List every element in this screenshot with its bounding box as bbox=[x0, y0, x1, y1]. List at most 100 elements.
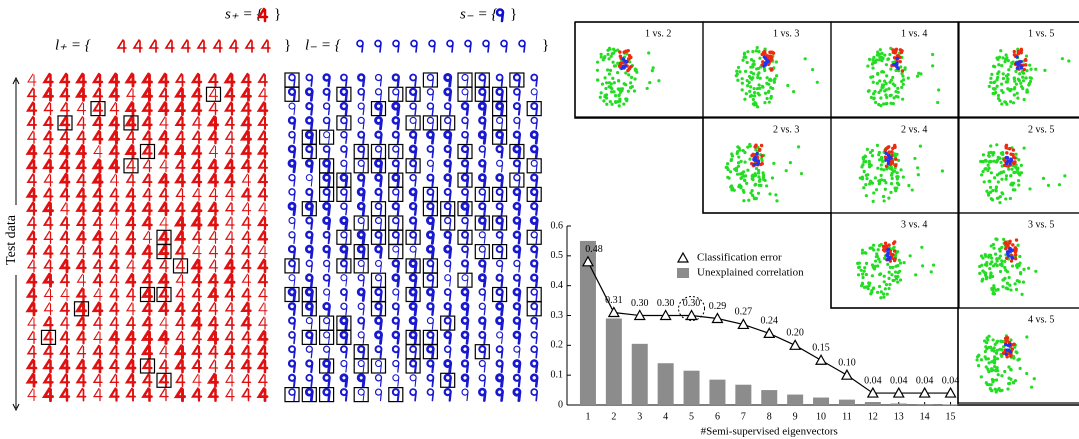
digit bbox=[531, 303, 537, 315]
digit bbox=[259, 231, 267, 243]
digit bbox=[226, 260, 234, 272]
scatter-point bbox=[932, 264, 935, 267]
digit bbox=[94, 389, 102, 401]
scatter-point bbox=[983, 271, 986, 274]
digit bbox=[289, 375, 295, 387]
digit bbox=[259, 331, 267, 343]
digit bbox=[78, 274, 86, 286]
scatter-point bbox=[627, 73, 630, 76]
scatter-point bbox=[997, 288, 1000, 291]
digit bbox=[262, 40, 270, 52]
digit bbox=[445, 89, 451, 101]
digit bbox=[193, 203, 201, 215]
digit bbox=[410, 389, 416, 401]
digit bbox=[410, 303, 416, 315]
digit bbox=[28, 74, 36, 86]
digit bbox=[324, 246, 330, 258]
scatter-point bbox=[752, 98, 755, 101]
digit bbox=[243, 117, 251, 129]
scatter-point bbox=[1030, 77, 1033, 80]
digit bbox=[111, 160, 119, 172]
scatter-point bbox=[657, 79, 660, 82]
digit bbox=[289, 103, 295, 115]
scatter-point bbox=[878, 260, 881, 263]
digit bbox=[160, 131, 168, 143]
scatter-point bbox=[629, 86, 632, 89]
digit bbox=[514, 189, 520, 201]
digit bbox=[531, 346, 537, 358]
digit bbox=[45, 346, 53, 358]
digit bbox=[111, 303, 119, 315]
digit bbox=[289, 289, 295, 301]
digit bbox=[127, 203, 135, 215]
digit bbox=[429, 41, 435, 53]
digit bbox=[427, 103, 433, 115]
digit bbox=[376, 89, 382, 101]
digit bbox=[160, 203, 168, 215]
scatter-point bbox=[994, 262, 997, 265]
digit bbox=[462, 246, 468, 258]
digit bbox=[306, 260, 312, 272]
scatter-point bbox=[884, 93, 887, 96]
digit bbox=[427, 332, 433, 344]
digit bbox=[393, 41, 399, 53]
scatter-point bbox=[1009, 288, 1012, 291]
digit bbox=[243, 188, 251, 200]
scatter-point bbox=[601, 82, 604, 85]
digit bbox=[479, 232, 485, 244]
scatter-point bbox=[909, 254, 912, 257]
digit bbox=[127, 103, 135, 115]
scatter-point bbox=[747, 199, 750, 202]
scatter-point bbox=[760, 159, 763, 162]
digit bbox=[45, 317, 53, 329]
scatter-point bbox=[994, 91, 997, 94]
digit bbox=[497, 260, 503, 272]
digit bbox=[243, 274, 251, 286]
scatter-point bbox=[608, 72, 611, 75]
scatter-point bbox=[1013, 93, 1016, 96]
digit bbox=[410, 361, 416, 373]
digit bbox=[358, 203, 364, 215]
digit bbox=[514, 146, 520, 158]
value-label: 0.04 bbox=[890, 375, 908, 386]
scatter-point bbox=[937, 88, 940, 91]
scatter-point bbox=[901, 69, 904, 72]
scatter-point bbox=[936, 101, 939, 104]
digit bbox=[410, 289, 416, 301]
scatter-point bbox=[775, 74, 778, 77]
panel-label: 1 vs. 2 bbox=[645, 28, 671, 39]
scatter-point bbox=[1020, 48, 1023, 51]
digit bbox=[531, 75, 537, 87]
digit bbox=[177, 160, 185, 172]
digit bbox=[497, 89, 503, 101]
digit bbox=[78, 331, 86, 343]
scatter-point bbox=[1014, 70, 1017, 73]
scatter-point bbox=[907, 77, 910, 80]
digit bbox=[306, 117, 312, 128]
digit bbox=[144, 174, 152, 186]
scatter-point bbox=[879, 48, 882, 51]
scatter-point bbox=[993, 355, 996, 358]
scatter-point bbox=[916, 75, 919, 78]
scatter-point bbox=[743, 98, 746, 101]
digit bbox=[144, 289, 152, 301]
digit bbox=[45, 160, 53, 172]
digit bbox=[410, 203, 416, 215]
digit bbox=[427, 146, 433, 158]
digit bbox=[531, 375, 537, 387]
scatter-point bbox=[1015, 55, 1018, 58]
scatter-point bbox=[869, 151, 872, 154]
legend-label: Unexplained correlation bbox=[697, 267, 804, 279]
scatter-point bbox=[997, 63, 1000, 66]
scatter-point bbox=[998, 172, 1001, 175]
scatter-point bbox=[746, 84, 749, 87]
scatter-point bbox=[986, 383, 989, 386]
scatter-point bbox=[1034, 270, 1037, 273]
digit bbox=[289, 275, 295, 287]
scatter-point bbox=[889, 94, 892, 97]
digit bbox=[410, 246, 416, 258]
digit bbox=[497, 318, 503, 330]
digit bbox=[193, 346, 201, 358]
y-tick-label: 0.2 bbox=[551, 340, 564, 351]
scatter-point bbox=[1009, 65, 1012, 68]
